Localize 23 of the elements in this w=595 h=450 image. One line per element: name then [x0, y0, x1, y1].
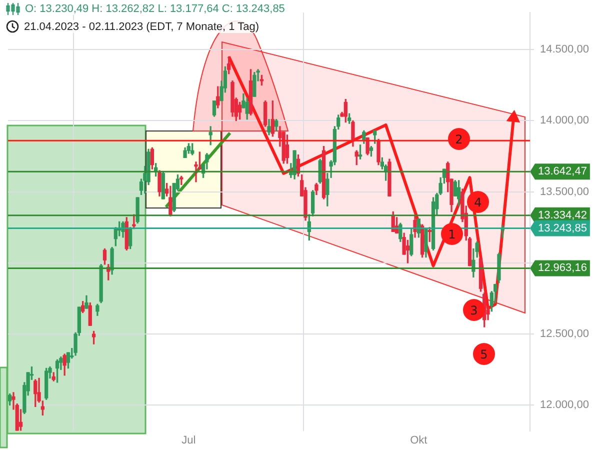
numbered-circle: 1: [441, 223, 463, 245]
annotation: 4: [474, 196, 482, 210]
numbered-circle: 5: [473, 343, 495, 365]
y-tick-label: 12.000,00: [540, 399, 589, 412]
ref-line-label: 13.243,85: [538, 222, 587, 234]
numbered-circle: 4: [467, 191, 489, 213]
ref-line-label: 13.642,47: [538, 166, 587, 178]
numbered-circle: 3: [463, 299, 485, 321]
annotation: 2: [455, 132, 463, 146]
chart-title: O: 13.230,49 H: 13.262,82 L: 13.177,64 C: 13.243,85: [25, 3, 285, 15]
x-tick-label: Okt: [410, 434, 428, 446]
ref-line-label: 12.963,16: [538, 262, 587, 274]
text: 21.04.2023 - 02.11.2023 (EDT, 7 Monate, 1 Tag): [24, 20, 260, 32]
annotation: 1: [448, 228, 456, 242]
y-tick-label: 13.500,00: [540, 186, 589, 198]
annotation: 3: [470, 304, 478, 318]
y-tick-label: 12.500,00: [540, 328, 589, 340]
y-tick-label: 14.500,00: [540, 44, 589, 56]
annotation: 5: [480, 348, 488, 362]
y-tick-label: 14.000,00: [540, 114, 589, 127]
x-tick-label: Jul: [182, 434, 196, 446]
numbered-circle: 2: [448, 128, 470, 150]
ref-line-label: 13.334,42: [538, 209, 587, 222]
